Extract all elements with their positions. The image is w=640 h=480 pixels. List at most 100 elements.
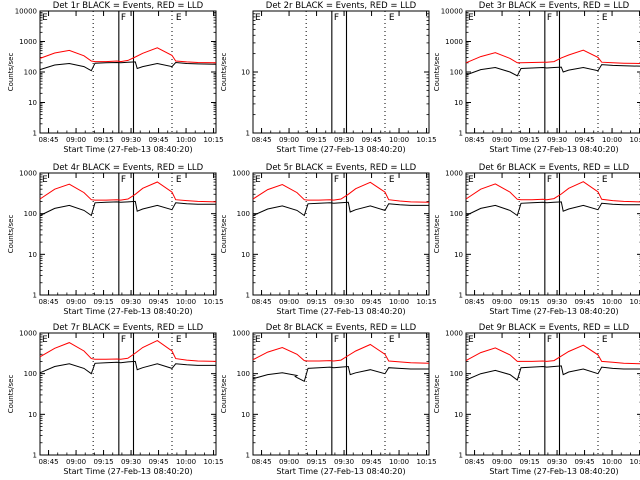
plot-frame — [465, 10, 640, 134]
panel-det-4: Det 4r BLACK = Events, RED = LLD Counts/s… — [7, 163, 224, 316]
marker-label: F — [547, 335, 552, 345]
y-axis-label: Counts/sec — [220, 53, 228, 92]
y-tick-label: 1 — [33, 452, 37, 460]
marker-label: F — [547, 13, 552, 23]
series-lld-red — [39, 47, 217, 64]
marker-label: F — [547, 175, 552, 185]
x-axis-label: Start Time (27-Feb-13 08:40:20) — [489, 145, 618, 154]
x-axis-label: Start Time (27-Feb-13 08:40:20) — [63, 467, 192, 476]
marker-label: E — [602, 335, 608, 345]
x-tick-label: 09:00 — [492, 458, 512, 466]
plot-frame — [252, 332, 430, 456]
panel-det-3: Det 3r BLACK = Events, RED = LLD Counts/s… — [433, 1, 640, 154]
x-tick-label: 08:45 — [38, 458, 58, 466]
x-tick-label: 09:30 — [121, 136, 141, 144]
x-tick-label: 08:45 — [464, 298, 484, 306]
marker-label: E — [468, 13, 474, 23]
x-tick-label: 10:00 — [389, 298, 409, 306]
panel-det-8: Det 8r BLACK = Events, RED = LLD Counts/s… — [220, 323, 437, 476]
x-tick-label: 08:45 — [251, 458, 271, 466]
y-tick-label: 10 — [241, 251, 250, 259]
x-tick-label: 09:45 — [574, 458, 594, 466]
x-tick-label: 09:45 — [361, 458, 381, 466]
panel-title: Det 9r BLACK = Events, RED = LLD — [479, 323, 630, 333]
y-tick-label: 1000 — [19, 170, 37, 178]
marker-label: E — [255, 13, 261, 23]
marker-label: E — [389, 175, 395, 185]
y-axis-label: Counts/sec — [7, 53, 15, 92]
marker-label: E — [42, 13, 48, 23]
series-events-black — [465, 64, 640, 77]
y-tick-label: 1 — [459, 292, 463, 300]
x-tick-label: 09:30 — [547, 298, 567, 306]
x-tick-label: 10:00 — [602, 298, 622, 306]
x-tick-label: 09:15 — [93, 458, 113, 466]
y-tick-label: 1 — [246, 452, 250, 460]
x-tick-label: 10:00 — [389, 136, 409, 144]
series-lld-red — [465, 181, 640, 203]
y-tick-label: 10 — [28, 411, 37, 419]
x-tick-label: 09:15 — [306, 298, 326, 306]
plot-frame — [39, 172, 217, 296]
x-tick-label: 10:00 — [389, 458, 409, 466]
marker-label: E — [42, 335, 48, 345]
x-tick-label: 09:15 — [519, 136, 539, 144]
panel-det-7: Det 7r BLACK = Events, RED = LLD Counts/s… — [7, 323, 224, 476]
panel-title: Det 1r BLACK = Events, RED = LLD — [53, 1, 204, 11]
x-tick-label: 09:00 — [492, 136, 512, 144]
y-tick-label: 1000 — [19, 330, 37, 338]
y-tick-label: 100 — [450, 69, 463, 77]
x-axis-label: Start Time (27-Feb-13 08:40:20) — [489, 467, 618, 476]
x-tick-label: 09:00 — [279, 458, 299, 466]
x-tick-label: 09:30 — [334, 458, 354, 466]
y-tick-label: 1000 — [19, 38, 37, 46]
x-tick-label: 09:30 — [547, 136, 567, 144]
y-tick-label: 1000 — [445, 170, 463, 178]
marker-label: F — [121, 335, 126, 345]
x-tick-label: 10:15 — [203, 298, 223, 306]
x-tick-label: 09:15 — [93, 298, 113, 306]
y-tick-label: 1000 — [445, 38, 463, 46]
y-axis-label: Counts/sec — [220, 215, 228, 254]
x-tick-label: 09:30 — [334, 136, 354, 144]
x-tick-label: 08:45 — [38, 136, 58, 144]
y-tick-label: 10000 — [15, 8, 37, 16]
y-tick-label: 1 — [246, 130, 250, 138]
marker-label: F — [334, 335, 339, 345]
y-tick-label: 1000 — [445, 330, 463, 338]
plot-frame — [465, 172, 640, 296]
series-events-black — [252, 365, 429, 383]
plot-frame — [39, 332, 217, 456]
series-lld-red — [39, 181, 217, 203]
x-tick-label: 10:15 — [416, 458, 436, 466]
y-tick-label: 1000 — [232, 330, 250, 338]
x-tick-label: 09:00 — [66, 298, 86, 306]
series-lld-red — [252, 343, 430, 364]
x-tick-label: 10:15 — [416, 136, 436, 144]
marker-label: E — [468, 175, 474, 185]
panel-title: Det 6r BLACK = Events, RED = LLD — [479, 163, 630, 173]
x-tick-label: 10:00 — [176, 136, 196, 144]
y-tick-label: 10 — [28, 251, 37, 259]
y-tick-label: 100 — [237, 370, 250, 378]
x-tick-label: 09:30 — [547, 458, 567, 466]
x-axis-label: Start Time (27-Feb-13 08:40:20) — [276, 467, 405, 476]
panel-title: Det 8r BLACK = Events, RED = LLD — [266, 323, 417, 333]
series-events-black — [465, 365, 640, 381]
x-axis-label: Start Time (27-Feb-13 08:40:20) — [489, 307, 618, 316]
marker-label: E — [468, 335, 474, 345]
x-tick-label: 10:15 — [629, 136, 640, 144]
series-lld-red — [39, 340, 217, 362]
y-tick-label: 1 — [246, 292, 250, 300]
x-axis-label: Start Time (27-Feb-13 08:40:20) — [63, 307, 192, 316]
x-tick-label: 08:45 — [251, 136, 271, 144]
y-tick-label: 100 — [24, 69, 37, 77]
y-tick-label: 1000 — [232, 170, 250, 178]
y-tick-label: 100 — [237, 210, 250, 218]
marker-label: E — [389, 13, 395, 23]
marker-label: E — [602, 13, 608, 23]
panel-det-1: Det 1r BLACK = Events, RED = LLD Counts/s… — [7, 1, 224, 154]
x-tick-label: 09:15 — [519, 298, 539, 306]
x-tick-label: 09:15 — [306, 458, 326, 466]
